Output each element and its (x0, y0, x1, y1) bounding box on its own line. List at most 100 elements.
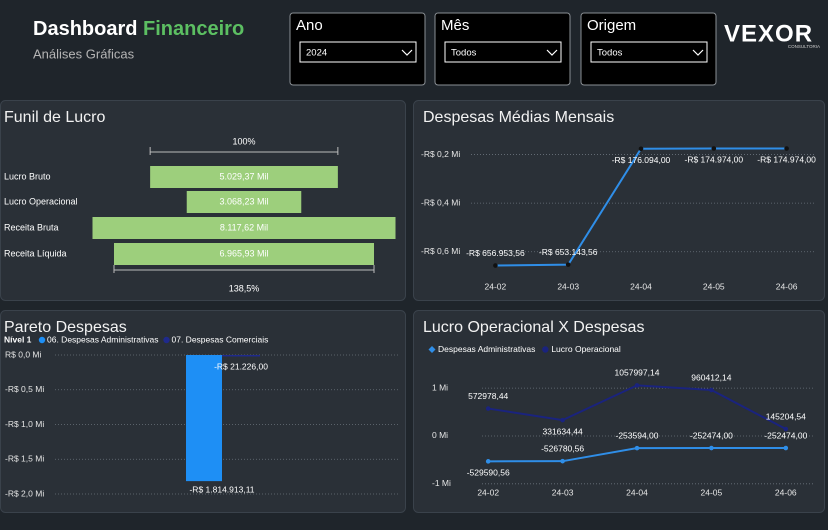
y-tick-label: -R$ 2,0 Mi (5, 488, 44, 498)
legend-label: Despesas Administrativas (438, 344, 535, 354)
y-tick-label: -R$ 1,5 Mi (5, 454, 44, 464)
value-label: -253594,00 (615, 430, 658, 440)
x-tick-label: 24-04 (626, 487, 648, 497)
dropdown-chevron (401, 49, 413, 56)
legend-title: Nível 1 (4, 334, 32, 344)
value-label: -529590,56 (467, 468, 510, 478)
x-tick-label: 24-05 (701, 487, 723, 497)
filter-label: Mês (441, 17, 469, 34)
value-label: -R$ 21.226,00 (214, 362, 268, 372)
dashboard-title: Dashboard Financeiro (33, 18, 244, 40)
funnel-category: Receita Bruta (4, 222, 59, 232)
y-tick-label: -R$ 0,2 Mi (421, 149, 460, 159)
x-tick-label: 24-03 (557, 281, 579, 291)
legend-label: 07. Despesas Comerciais (172, 334, 269, 344)
funnel-bar (113, 243, 375, 265)
y-tick-label: -1 Mi (432, 478, 451, 488)
x-tick-label: 24-02 (485, 281, 507, 291)
funnel-category: Lucro Bruto (4, 171, 51, 181)
value-label: -R$ 174.974,00 (757, 155, 816, 165)
legend-label: Lucro Operacional (551, 344, 621, 354)
data-point (711, 146, 717, 151)
funnel-top-label: 100% (232, 136, 255, 146)
value-label: 5.029,37 Mil (219, 171, 268, 181)
funnel-bar (150, 166, 338, 188)
chart-title: Funil de Lucro (4, 109, 105, 126)
filter-value: 2024 (306, 48, 327, 59)
bar (222, 355, 260, 357)
y-tick-label: -R$ 1,0 Mi (5, 419, 44, 429)
filter-value: Todos (451, 48, 477, 59)
data-point (634, 383, 640, 388)
filter-dropdown[interactable] (590, 41, 708, 63)
value-label: 8.117,62 Mil (220, 222, 268, 232)
panel (413, 100, 825, 301)
data-point (560, 458, 565, 464)
funnel-bracket (149, 147, 339, 155)
data-point (784, 146, 789, 151)
panel (413, 310, 825, 513)
data-point (634, 445, 640, 451)
filter-dropdown[interactable] (299, 41, 417, 63)
funnel-bar (92, 217, 396, 239)
legend-marker (428, 346, 436, 353)
value-label: -R$ 176.094,00 (612, 155, 671, 165)
filter-dropdown[interactable] (444, 41, 562, 63)
title-accent: Financeiro (143, 18, 244, 40)
y-tick-label: -R$ 0,6 Mi (421, 246, 460, 256)
value-label: 1057997,14 (615, 368, 660, 378)
legend-marker (163, 336, 170, 344)
legend-marker (38, 336, 46, 344)
value-label: -R$ 656.953,56 (466, 248, 525, 258)
logo: VEXOR (724, 20, 813, 47)
value-label: 3.068,23 Mil (219, 196, 268, 206)
data-point (709, 387, 714, 393)
subtitle: Análises Gráficas (33, 46, 135, 61)
y-tick-label: -R$ 0,5 Mi (5, 384, 44, 394)
funnel-bottom-label: 138,5% (229, 283, 260, 293)
x-tick-label: 24-03 (552, 487, 574, 497)
x-tick-label: 24-05 (703, 281, 725, 291)
data-point (565, 262, 571, 267)
x-tick-label: 24-02 (477, 487, 499, 497)
data-point (709, 445, 714, 451)
data-point (485, 406, 491, 411)
data-point (493, 263, 498, 268)
value-label: 145204,54 (766, 411, 806, 421)
logo-sub: CONSULTORIA (788, 44, 820, 49)
x-tick-label: 24-06 (775, 487, 797, 497)
value-label: -R$ 653.143,56 (539, 247, 598, 257)
dropdown-chevron (546, 49, 558, 56)
data-point (485, 459, 491, 464)
filter-value: Todos (597, 48, 623, 59)
value-label: 960412,14 (691, 372, 731, 382)
chart-title: Despesas Médias Mensais (423, 109, 614, 126)
value-label: -R$ 1.814.913,11 (189, 484, 254, 494)
chart-title: Lucro Operacional X Despesas (423, 319, 644, 336)
y-tick-label: R$ 0,0 Mi (5, 349, 41, 359)
y-tick-label: -R$ 0,4 Mi (421, 197, 460, 207)
value-label: 572978,44 (468, 391, 508, 401)
data-point (783, 426, 789, 432)
legend-label: 06. Despesas Administrativas (47, 334, 159, 344)
funnel-bracket (113, 265, 375, 273)
funnel-category: Receita Líquida (4, 248, 67, 258)
value-label: -252474,00 (764, 430, 807, 440)
y-tick-label: 0 Mi (432, 430, 448, 440)
y-tick-label: 1 Mi (432, 382, 448, 392)
legend-marker (542, 346, 549, 353)
funnel-category: Lucro Operacional (4, 196, 78, 206)
data-point (560, 417, 565, 423)
filter-label: Origem (587, 17, 636, 34)
value-label: -R$ 174.974,00 (684, 155, 743, 165)
bar (186, 355, 222, 482)
value-label: 6.965,93 Mil (219, 248, 268, 258)
value-label: 331634,44 (543, 426, 583, 436)
funnel-bar (186, 191, 302, 213)
data-point (638, 146, 644, 152)
title-main: Dashboard (33, 18, 137, 40)
chart-title: Pareto Despesas (4, 319, 127, 336)
dropdown-chevron (692, 49, 704, 56)
filter-label: Ano (296, 17, 323, 34)
